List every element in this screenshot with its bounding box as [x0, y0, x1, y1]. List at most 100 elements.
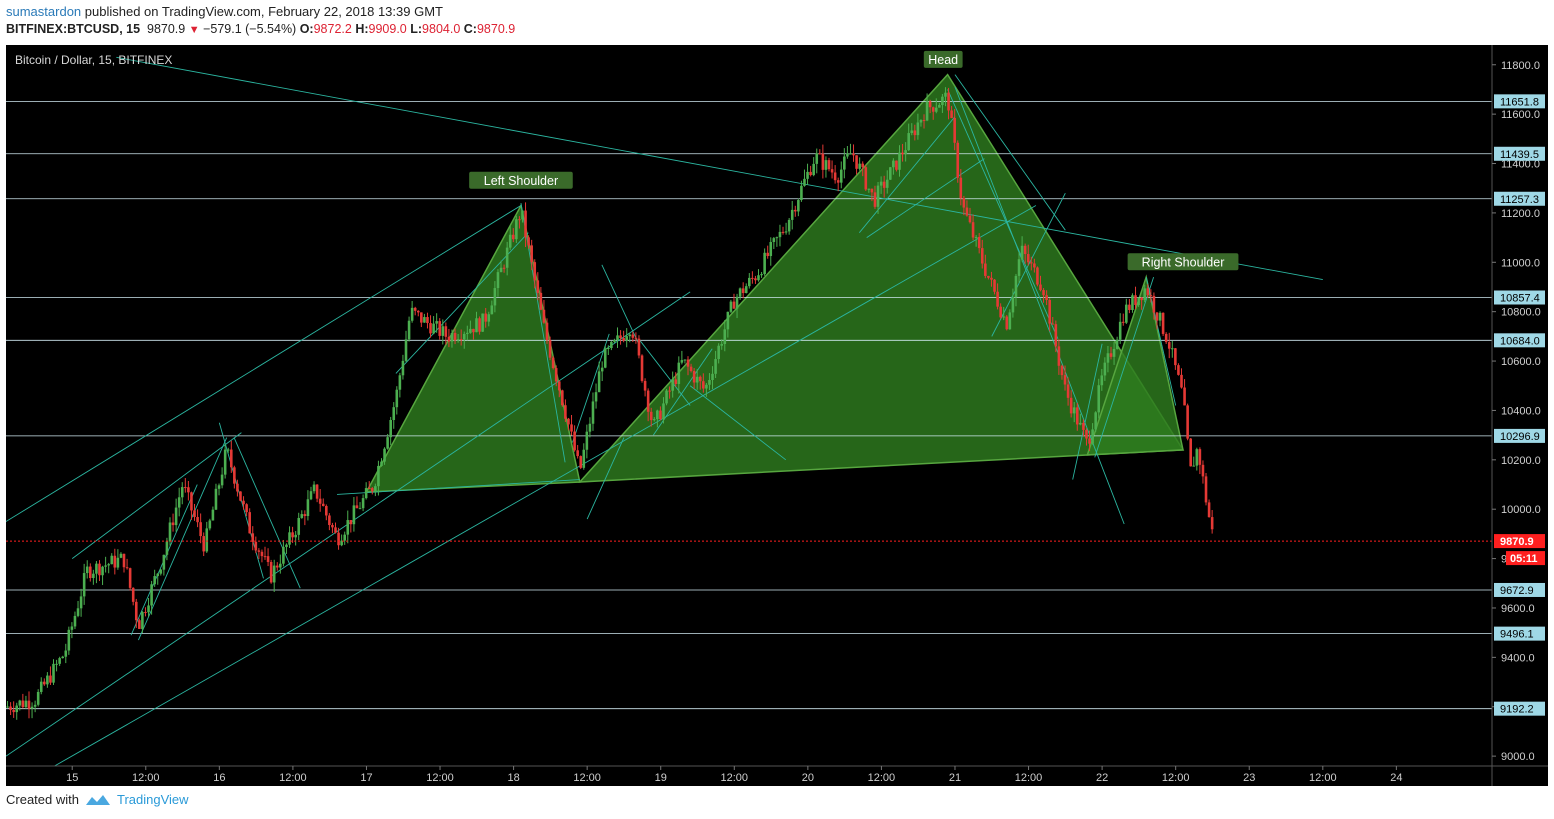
candle-body: [239, 491, 242, 501]
candle-body: [990, 277, 993, 280]
candle-body: [122, 553, 126, 568]
candle-body: [358, 508, 362, 510]
candle-body: [116, 557, 120, 568]
high-value: 9909.0: [368, 22, 407, 36]
candle-body: [444, 326, 448, 337]
candle-body: [843, 156, 846, 170]
candle-body: [928, 101, 932, 108]
level-price-tag: [1494, 146, 1545, 161]
candle-body: [288, 532, 291, 545]
candle-body: [836, 180, 840, 183]
candle-body: [266, 556, 270, 562]
candle-body: [456, 339, 460, 341]
current-price-tag: [1494, 534, 1545, 549]
candle-body: [1146, 288, 1150, 296]
candle-body: [1125, 304, 1128, 323]
price-tick-label: 10800.0: [1501, 307, 1541, 319]
candle-body: [637, 338, 641, 356]
candle-body: [508, 234, 512, 248]
candle-body: [720, 344, 724, 346]
candle-body: [30, 706, 34, 709]
candle-body: [760, 274, 763, 276]
close-label: C:: [463, 22, 477, 36]
candle-body: [729, 301, 733, 312]
candle-body: [567, 418, 570, 425]
author-link[interactable]: sumastardon: [6, 4, 82, 19]
candle-body: [873, 192, 877, 207]
candle-body: [953, 117, 956, 143]
candle-body: [757, 275, 760, 281]
candle-body: [864, 167, 868, 190]
candle-body: [738, 288, 742, 297]
candle-body: [107, 564, 110, 566]
tradingview-link[interactable]: TradingView: [116, 792, 189, 807]
candle-body: [735, 296, 739, 309]
candle-body: [134, 601, 138, 621]
candle-body: [793, 209, 797, 212]
candle-body: [821, 153, 825, 170]
candle-body: [726, 311, 730, 330]
candle-body: [318, 498, 322, 504]
candle-body: [217, 485, 221, 489]
candle-body: [561, 390, 564, 406]
candle-body: [208, 520, 212, 529]
candle-body: [521, 210, 524, 220]
trendline: [586, 437, 625, 520]
candle-body: [190, 492, 193, 511]
candle-body: [861, 163, 865, 168]
candle-body: [882, 181, 886, 188]
candle-body: [481, 313, 484, 332]
candle-body: [855, 155, 858, 169]
candle-body: [297, 517, 301, 535]
candle-body: [254, 541, 258, 551]
candle-body: [346, 520, 350, 535]
price-chart[interactable]: 9000.09200.09400.09600.09800.010000.0102…: [5, 45, 1548, 786]
level-price-label: 11257.3: [1500, 194, 1539, 206]
candle-body: [616, 335, 619, 341]
candle-body: [352, 505, 356, 525]
candle-body: [1192, 465, 1196, 467]
time-tick-label: 12:00: [721, 772, 749, 784]
candle-body: [119, 553, 123, 558]
candle-body: [723, 329, 727, 345]
chart-canvas[interactable]: 9000.09200.09400.09600.09800.010000.0102…: [5, 45, 1548, 786]
candle-body: [1023, 245, 1027, 255]
candle-body: [634, 337, 638, 339]
candle-body: [15, 705, 19, 713]
candle-body: [852, 153, 855, 156]
candle-body: [9, 706, 12, 711]
candle-body: [389, 420, 392, 438]
price-tick-label: 11000.0: [1501, 257, 1540, 269]
candle-body: [1060, 365, 1064, 376]
candle-body: [1008, 312, 1012, 330]
trendline: [954, 86, 1125, 525]
candle-body: [554, 368, 558, 382]
candle-body: [303, 514, 307, 517]
level-price-tag: [1494, 428, 1545, 443]
price-tick-label: 11400.0: [1501, 159, 1540, 171]
candle-body: [879, 181, 883, 186]
candle-body: [1121, 321, 1125, 323]
candle-body: [530, 245, 533, 263]
candle-body: [6, 706, 9, 708]
trendline: [71, 432, 242, 559]
candle-body: [58, 658, 61, 664]
time-tick-label: 12:00: [132, 772, 160, 784]
candle-body: [613, 340, 616, 342]
candle-body: [680, 360, 684, 363]
candle-body: [199, 522, 202, 537]
candle-body: [993, 279, 996, 292]
time-tick-label: 20: [802, 772, 814, 784]
time-tick-label: 23: [1243, 772, 1255, 784]
candle-body: [325, 505, 328, 516]
candle-body: [815, 153, 819, 164]
candle-body: [95, 563, 98, 574]
candle-body: [708, 380, 711, 385]
candle-body: [968, 215, 972, 223]
candle-body: [374, 486, 377, 492]
candle-body: [291, 532, 294, 538]
price-tick-label: 11600.0: [1501, 109, 1540, 121]
time-tick-label: 15: [66, 772, 78, 784]
candle-body: [33, 704, 37, 707]
candle-body: [1131, 295, 1134, 310]
